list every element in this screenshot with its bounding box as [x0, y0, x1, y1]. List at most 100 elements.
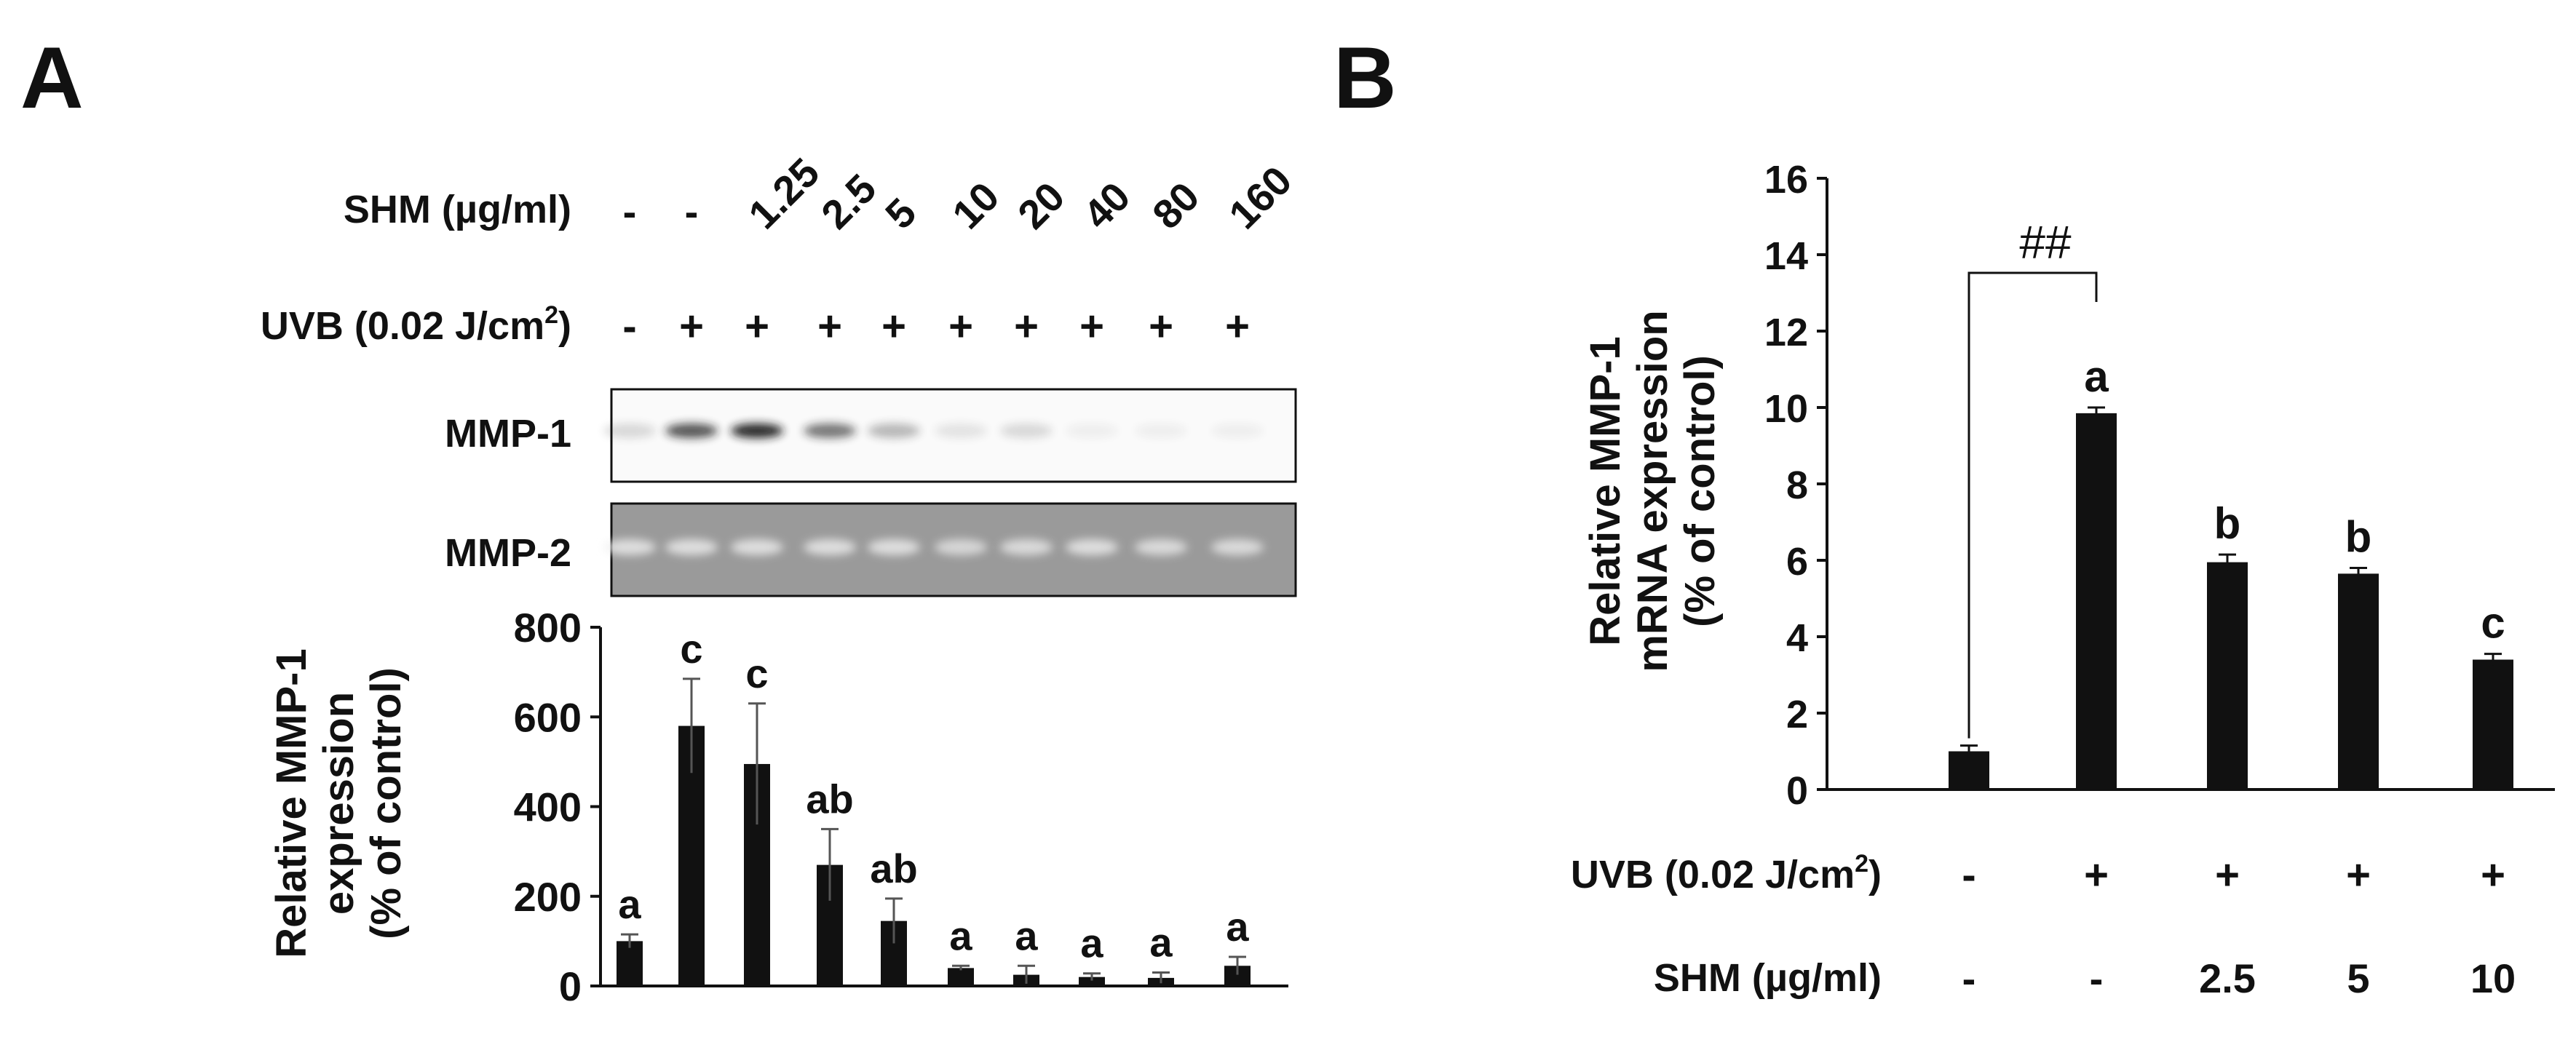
chart-a-letter-6: a	[1015, 912, 1038, 958]
uvb-value-b-3: +	[2346, 851, 2371, 899]
blot-band-2-2	[731, 539, 783, 555]
blot-band-1-0	[603, 423, 656, 438]
chart-a-letter-8: a	[1149, 920, 1173, 966]
shm-values-b: - - 2.5 5 10	[1962, 955, 2516, 1001]
chart-b-ylabel-line1: Relative MMP-1	[1582, 336, 1629, 645]
shm-value-a-1: -	[685, 188, 699, 234]
chart-b-letter-1: a	[2084, 352, 2109, 401]
chart-b-ylabel: Relative MMP-1 mRNA expression (% of con…	[1582, 310, 1724, 672]
blot-band-2-9	[1211, 539, 1264, 555]
blot-band-1-3	[804, 423, 856, 438]
uvb-value-a-7: +	[1079, 303, 1104, 350]
chart-a-ylabel: Relative MMP-1 expression (% of control)	[268, 648, 410, 958]
uvb-value-a-9: +	[1225, 303, 1250, 350]
shm-value-a-8: 80	[1144, 173, 1208, 238]
uvb-value-a-1: +	[679, 303, 704, 350]
chart-a-letter-3: ab	[806, 776, 853, 822]
uvb-value-a-4: +	[881, 303, 906, 350]
shm-value-a-5: 10	[943, 173, 1008, 238]
uvb-value-a-8: +	[1149, 303, 1173, 350]
chart-a-letter-0: a	[618, 881, 641, 927]
uvb-value-a-2: +	[745, 303, 769, 350]
chart-b-y-tick-label-0: 0	[1786, 769, 1808, 813]
panel-a: A SHM (µg/ml) - -1.252.55 10 20 40 80 160 UVB …	[20, 29, 1301, 1009]
chart-a-y-tick-label-4: 800	[514, 605, 582, 651]
chart-b-ylabel-line2: mRNA expression	[1629, 310, 1676, 672]
chart-a-letter-4: ab	[870, 846, 917, 891]
chart-a-letter-9: a	[1226, 904, 1249, 950]
chart-a-letter-7: a	[1080, 920, 1103, 966]
chart-b-y-tick-label-6: 12	[1764, 311, 1808, 354]
chart-a-bar-7	[1079, 977, 1105, 986]
blot-band-1-4	[868, 423, 920, 438]
blot-band-1-2	[731, 423, 783, 438]
chart-b-letter-3: b	[2345, 513, 2372, 562]
chart-a: Relative MMP-1 expression (% of control)…	[268, 605, 1288, 1009]
chart-a-ylabel-line2: expression	[315, 692, 362, 915]
chart-b-bar-1	[2076, 413, 2117, 790]
chart-b-bar-4	[2473, 659, 2513, 790]
significance-bracket: ##	[1967, 216, 2098, 739]
uvb-value-b-4: +	[2481, 851, 2505, 899]
panel-b-label: B	[1333, 29, 1397, 127]
uvb-value-b-0: -	[1962, 851, 1975, 899]
chart-a-y-tick-label-0: 0	[559, 963, 582, 1009]
uvb-value-a-3: +	[817, 303, 842, 350]
chart-b-letter-2: b	[2214, 499, 2241, 548]
shm-row-label-a: SHM (µg/ml)	[344, 188, 571, 231]
blot-mmp2: MMP-2	[445, 502, 1297, 597]
blot-band-2-5	[935, 539, 987, 555]
blot-band-1-6	[1000, 423, 1053, 438]
chart-a-letter-5: a	[949, 912, 972, 958]
blot-band-2-8	[1135, 539, 1187, 555]
chart-a-ylabel-line1: Relative MMP-1	[268, 648, 315, 958]
blot-label-mmp2: MMP-2	[445, 531, 571, 575]
uvb-values-a: - + + + + + + + + +	[622, 303, 1250, 350]
chart-a-letter-2: c	[745, 651, 768, 696]
chart-a-bar-5	[948, 968, 974, 986]
blot-band-2-1	[665, 539, 718, 555]
blot-band-1-9	[1211, 423, 1264, 438]
chart-b-y-tick-label-8: 16	[1764, 158, 1808, 202]
shm-value-b-3: 5	[2347, 955, 2369, 1001]
blot-band-1-7	[1066, 423, 1118, 438]
blot-label-mmp1: MMP-1	[445, 412, 571, 456]
chart-a-y-tick-label-3: 600	[514, 694, 582, 740]
significance-bracket-line	[1967, 271, 2098, 739]
shm-value-a-9: 160	[1220, 157, 1301, 238]
shm-value-a-6: 20	[1009, 173, 1074, 238]
uvb-value-a-0: -	[622, 303, 636, 350]
chart-b-ylabel-line3: (% of control)	[1676, 355, 1724, 627]
chart-b-y-tick-label-4: 8	[1786, 464, 1808, 507]
uvb-value-b-1: +	[2084, 851, 2109, 899]
blot-band-2-4	[868, 539, 920, 555]
chart-b-y-tick-label-3: 6	[1786, 540, 1808, 584]
shm-values-a: - -1.252.55 10 20 40 80 160	[623, 149, 1301, 238]
chart-b-axis: 0 2 4 6 8 10 12 14 16	[1764, 158, 2555, 813]
blot-mmp1: MMP-1	[445, 388, 1297, 483]
chart-b-y-tick-label-1: 2	[1786, 693, 1808, 736]
chart-b-bars: a b b c	[1949, 352, 2513, 790]
chart-b-bar-2	[2207, 562, 2248, 790]
chart-b-y-tick-label-5: 10	[1764, 387, 1808, 431]
chart-a-letter-1: c	[680, 626, 702, 672]
uvb-values-b: - + + + +	[1962, 851, 2505, 899]
chart-b-letter-4: c	[2481, 599, 2505, 648]
shm-value-a-7: 40	[1074, 173, 1139, 238]
blot-band-2-3	[804, 539, 856, 555]
blot-band-1-1	[665, 423, 718, 438]
shm-value-a-0: -	[623, 188, 637, 234]
shm-value-b-2: 2.5	[2199, 955, 2256, 1001]
panel-a-label: A	[20, 29, 84, 127]
chart-a-ylabel-line3: (% of control)	[362, 667, 410, 939]
blot-bands-mmp1	[603, 423, 1264, 438]
chart-a-bar-0	[617, 941, 643, 986]
shm-value-b-1: -	[2090, 955, 2104, 1001]
blot-band-1-5	[935, 423, 987, 438]
blot-band-2-7	[1066, 539, 1118, 555]
blot-band-2-6	[1000, 539, 1053, 555]
shm-value-a-2: 1.25	[740, 149, 828, 238]
blot-bands-mmp2	[603, 539, 1264, 555]
